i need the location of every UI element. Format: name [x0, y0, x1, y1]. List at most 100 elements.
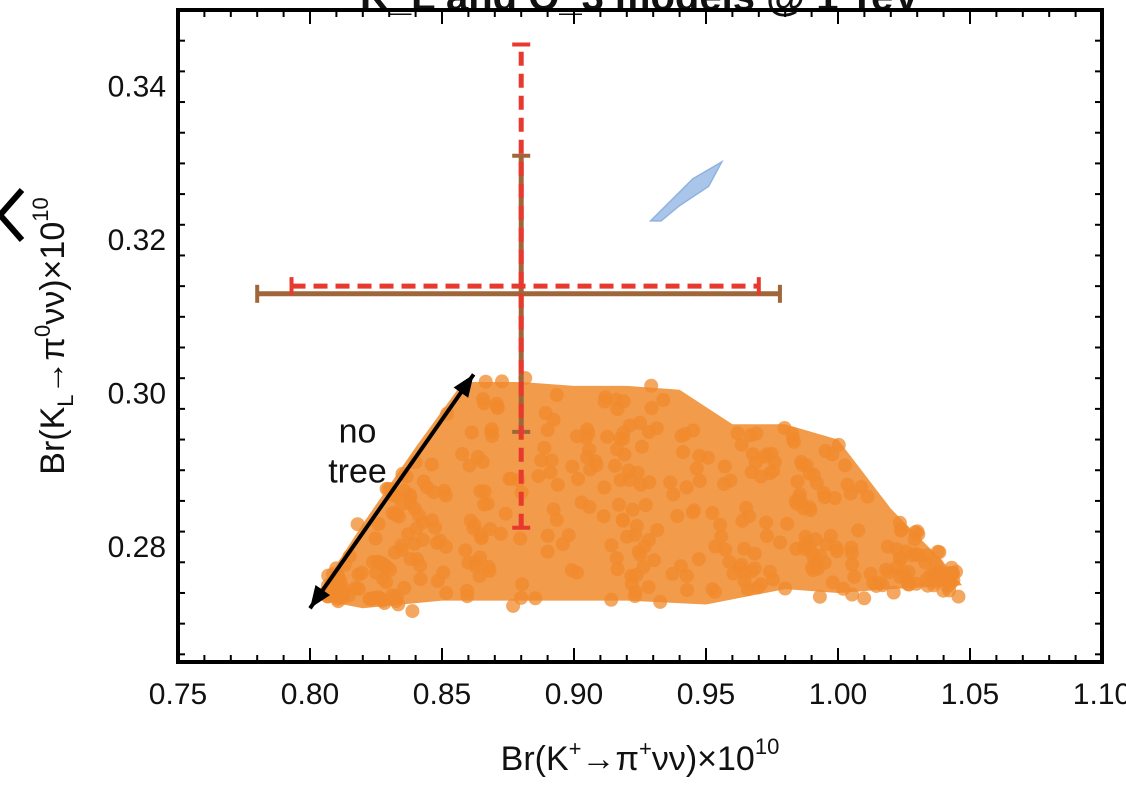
- y-tick-label: 0.28: [108, 531, 166, 564]
- scatter-point: [624, 568, 639, 583]
- scatter-point: [679, 568, 694, 583]
- scatter-point: [760, 447, 775, 462]
- scatter-point: [778, 581, 793, 596]
- scatter-point: [436, 565, 451, 580]
- scatter-point: [649, 421, 664, 436]
- scatter-point: [555, 537, 570, 551]
- scatter-point: [754, 469, 768, 484]
- scatter-point: [565, 459, 580, 474]
- scatter-point: [464, 425, 479, 440]
- scatter-point: [785, 427, 800, 441]
- scatter-point: [930, 544, 945, 559]
- scatter-point: [717, 459, 732, 474]
- scatter-point: [612, 497, 626, 512]
- scatter-point: [749, 426, 764, 441]
- scatter-point: [622, 418, 637, 433]
- y-tick-labels: 0.28 0.30 0.32 0.34: [108, 71, 166, 564]
- scatter-point: [483, 522, 498, 536]
- scatter-point: [740, 582, 755, 597]
- scatter-point: [790, 474, 805, 489]
- scatter-point: [582, 442, 597, 457]
- scatter-point: [636, 560, 651, 574]
- scatter-point: [647, 553, 662, 568]
- scatter-point: [836, 581, 851, 596]
- scatter-point: [929, 556, 944, 571]
- scatter-point: [809, 476, 824, 491]
- scatter-point: [708, 539, 723, 554]
- scatter-point: [734, 437, 749, 452]
- scatter-point: [665, 566, 680, 581]
- plot-frame: [176, 8, 1104, 664]
- scatter-point: [426, 485, 441, 500]
- scatter-point: [482, 563, 497, 578]
- scatter-point: [428, 520, 442, 535]
- scatter-point: [789, 541, 804, 556]
- scatter-point: [637, 539, 652, 554]
- scatter-point: [644, 378, 659, 393]
- scatter-point: [899, 570, 914, 585]
- scatter-point: [610, 442, 625, 457]
- scatter-point: [806, 563, 821, 578]
- scatter-point: [582, 500, 597, 514]
- scatter-point: [680, 583, 695, 597]
- scatter-point: [383, 563, 397, 577]
- scatter-point: [413, 572, 428, 587]
- scatter-point: [843, 486, 858, 501]
- scatter-point: [473, 550, 487, 565]
- scatter-point: [933, 571, 948, 586]
- scatter-point: [857, 591, 872, 606]
- scatter-point: [638, 498, 653, 512]
- scatter-point: [894, 523, 908, 538]
- scatter-point: [650, 523, 665, 538]
- axis-ticks: [177, 10, 1103, 662]
- scatter-point: [484, 422, 499, 437]
- scatter-point: [692, 473, 707, 488]
- scatter-point: [812, 589, 827, 604]
- error-bars: [255, 42, 782, 530]
- error-bar-red: [289, 42, 761, 530]
- scatter-point: [550, 477, 565, 492]
- scatter-point: [653, 594, 668, 609]
- scatter-point: [748, 455, 763, 470]
- scatter-point: [350, 517, 365, 532]
- x-axis-title: Br(K+→π+νν)×1010: [501, 734, 780, 778]
- scatter-point: [610, 562, 625, 577]
- scatter-point: [589, 458, 604, 473]
- scatter-point: [679, 480, 694, 495]
- y-tick-label: 0.30: [108, 378, 166, 411]
- x-tick-label: 1.00: [809, 678, 867, 711]
- scatter-point: [737, 541, 752, 556]
- scatter-point: [540, 544, 555, 559]
- scatter-point: [351, 581, 366, 596]
- scatter-point: [644, 401, 659, 415]
- scatter-point: [437, 483, 452, 498]
- scatter-point: [723, 473, 738, 488]
- scatter-point: [609, 551, 624, 566]
- scatter-point: [628, 585, 643, 599]
- scatter-point: [528, 591, 543, 606]
- scatter-point: [691, 552, 706, 567]
- scatter-point: [737, 565, 752, 580]
- x-tick-labels: 0.75 0.80 0.85 0.90 0.95 1.00 1.05 1.10: [149, 678, 1126, 711]
- scatter-point: [766, 463, 781, 478]
- y-tick-label: 0.32: [108, 224, 166, 257]
- x-tick-label: 0.75: [149, 678, 207, 711]
- scatter-point: [515, 577, 530, 592]
- scatter-point: [604, 538, 619, 553]
- scatter-point: [708, 584, 722, 599]
- scatter-point: [663, 475, 678, 490]
- scatter-point: [825, 447, 840, 462]
- scatter-point: [354, 565, 369, 580]
- scatter-point: [803, 503, 818, 517]
- scatter-point: [886, 585, 901, 600]
- scatter-point: [474, 530, 489, 545]
- scatter-point: [538, 406, 553, 420]
- plot-area: no tree: [255, 42, 966, 619]
- scatter-point: [780, 516, 795, 531]
- scatter-point: [368, 531, 383, 546]
- scatter-point: [403, 552, 418, 566]
- y-axis-title: Br(KL→π0νν)×1010: [28, 197, 78, 474]
- scatter-point: [513, 531, 528, 546]
- scatter-point: [341, 588, 356, 603]
